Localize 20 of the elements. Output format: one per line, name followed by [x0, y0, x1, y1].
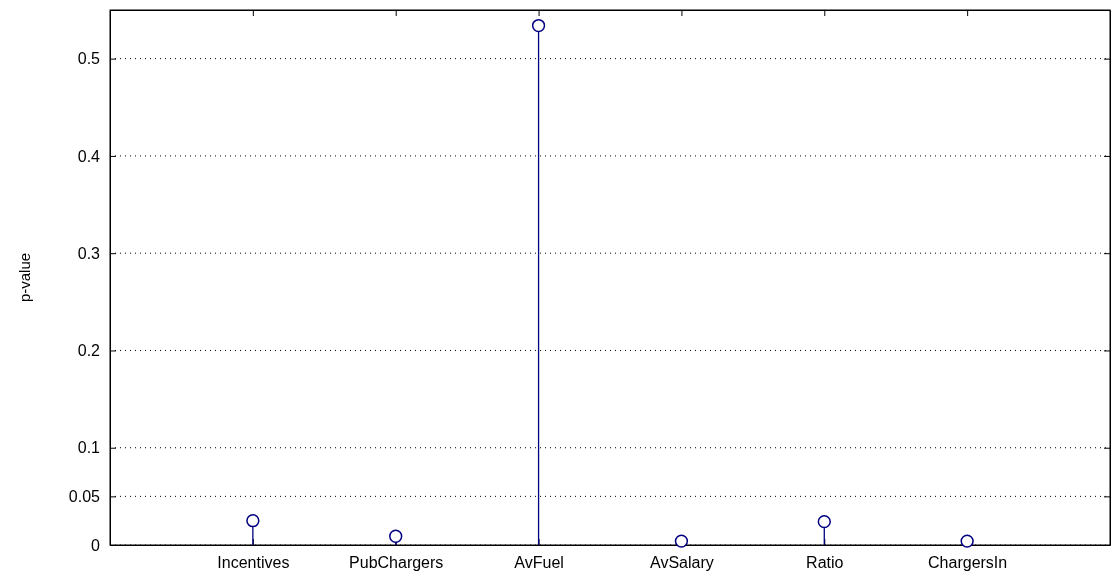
- y-tick-label: 0: [91, 536, 101, 554]
- y-tick-label: 0.1: [77, 439, 101, 457]
- x-tick-label: Incentives: [217, 554, 290, 572]
- x-tick-label: AvSalary: [650, 554, 714, 572]
- point: [246, 514, 260, 528]
- point: [531, 18, 546, 33]
- y-tick-label: 0.4: [77, 147, 101, 165]
- y-tick-label: 0.3: [77, 244, 101, 262]
- x-tick-label: ChargersIn: [928, 554, 1008, 572]
- y-tick-label: 0.2: [77, 342, 101, 360]
- y-tick-label: 0.05: [68, 487, 101, 505]
- point: [817, 515, 831, 529]
- point: [674, 534, 689, 548]
- x-tick-label: AvFuel: [514, 554, 564, 572]
- point: [960, 534, 974, 548]
- x-tick-label: Ratio: [806, 554, 844, 572]
- y-tick-label: 0.5: [77, 50, 101, 68]
- point: [389, 529, 403, 543]
- x-tick-label: PubChargers: [349, 554, 444, 572]
- y-axis-title: p-value: [16, 252, 33, 303]
